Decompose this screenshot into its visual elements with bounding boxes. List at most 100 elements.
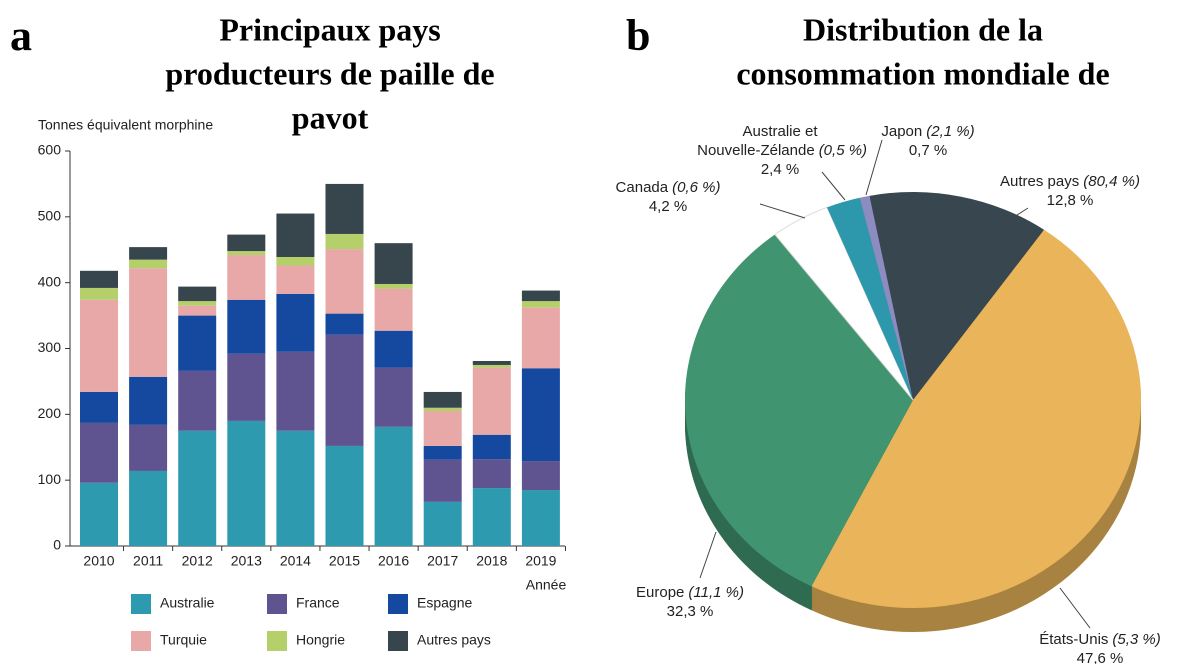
value-label: 47,6 % [1077, 650, 1124, 664]
x-tick-label: 2013 [231, 553, 262, 569]
pie-slice [826, 197, 913, 400]
bar-segment [472, 488, 511, 546]
slice-name: Europe [636, 584, 684, 601]
leader-line [865, 139, 883, 196]
bar-segment [276, 293, 315, 352]
bar-segment [325, 313, 364, 335]
x-tick-label: 2018 [476, 553, 507, 569]
slice-label: Japon (2,1 %) [881, 123, 974, 140]
bar-segment [276, 430, 315, 546]
slice-name: Japon [881, 123, 922, 140]
bar-segment [227, 420, 266, 546]
slice-note: (80,4 %) [1083, 173, 1140, 190]
legend-label: Australie [160, 595, 215, 611]
bar-segment [521, 368, 560, 462]
bar-segment [521, 490, 560, 546]
legend-swatch [131, 594, 151, 614]
bar-segment [80, 422, 118, 483]
bar-segment [276, 351, 315, 431]
x-tick-label: 2015 [329, 553, 360, 569]
panel-label: a [10, 11, 32, 60]
bar-segment [80, 482, 118, 546]
bar-segment [472, 434, 511, 460]
bar-segment [423, 411, 462, 446]
slice-name: Nouvelle-Zélande [693, 142, 815, 159]
bar-segment [325, 249, 364, 314]
value-label: 0,7 % [909, 142, 947, 159]
bar-segment [521, 307, 560, 369]
bar-segment [178, 301, 217, 306]
bar-segment [80, 270, 118, 288]
bar-segment [374, 330, 413, 368]
legend-swatch [131, 631, 151, 651]
slice-name: Australie et [742, 123, 818, 140]
chart-title: consommation mondiale de [736, 55, 1109, 91]
value-label: 32,3 % [667, 603, 714, 620]
bar-segment [276, 213, 315, 257]
bar-segment [423, 445, 462, 460]
bar-segment [423, 459, 462, 502]
bar-segment [374, 283, 413, 289]
slice-label: États-Unis (5,3 %) [1039, 631, 1161, 648]
x-tick-label: 2011 [133, 553, 163, 569]
bar-segment [129, 268, 168, 377]
chart-title: Distribution de la [803, 11, 1043, 47]
legend-label: Turquie [160, 632, 207, 648]
bar-segment [521, 461, 560, 491]
leader-line [759, 203, 806, 219]
bar-segment [129, 259, 168, 269]
bar-segment [178, 315, 217, 371]
bar-segment [227, 299, 266, 354]
bar-segment [227, 251, 266, 256]
bar-segment [227, 234, 266, 252]
x-tick-label: 2010 [83, 553, 114, 569]
value-label: 12,8 % [1047, 192, 1094, 209]
bar-segment [227, 353, 266, 421]
legend-swatch [267, 594, 287, 614]
y-tick-label: 600 [38, 142, 62, 158]
bar-segment [374, 288, 413, 331]
x-tick-label: 2017 [427, 553, 458, 569]
leader-line [699, 531, 717, 579]
x-axis-label: Année [526, 577, 567, 593]
slice-name: États-Unis [1039, 631, 1108, 648]
bar-segment [129, 247, 168, 260]
bar-segment [325, 334, 364, 446]
bar-segment [374, 426, 413, 546]
bar-segment [276, 256, 315, 266]
slice-note: (0,5 %) [819, 142, 867, 159]
bar-segment [178, 305, 217, 316]
y-tick-label: 400 [38, 273, 62, 289]
y-tick-label: 0 [53, 537, 61, 553]
y-tick-label: 500 [38, 208, 62, 224]
slice-note: (11,1 %) [688, 584, 744, 601]
bar-segment [129, 470, 168, 546]
slice-name: Autres pays [1000, 173, 1079, 190]
legend-swatch [388, 631, 408, 651]
legend-swatch [388, 594, 408, 614]
y-tick-label: 100 [38, 471, 62, 487]
bar-segment [423, 501, 462, 546]
leader-line [999, 207, 1029, 227]
bar-segment [178, 430, 217, 546]
pie-slice [869, 191, 1045, 400]
slice-note: (0,6 %) [672, 179, 720, 196]
legend-label: Espagne [417, 595, 472, 611]
bar-segment [325, 445, 364, 546]
value-label: 2,4 % [761, 161, 799, 178]
bar-segment [472, 367, 511, 435]
bar-segment [472, 364, 511, 368]
slice-name: Canada [616, 179, 669, 196]
y-axis-label: Tonnes équivalent morphine [38, 117, 213, 133]
chart-title: pavot [292, 99, 369, 135]
legend-label: Hongrie [296, 632, 345, 648]
x-tick-label: 2012 [182, 553, 213, 569]
bar-segment [178, 286, 217, 302]
chart-title: producteurs de paille de [165, 55, 494, 91]
x-tick-label: 2016 [378, 553, 409, 569]
bar-segment [423, 391, 462, 408]
slice-label: Autres pays (80,4 %) [1000, 173, 1140, 190]
bar-segment [325, 183, 364, 234]
